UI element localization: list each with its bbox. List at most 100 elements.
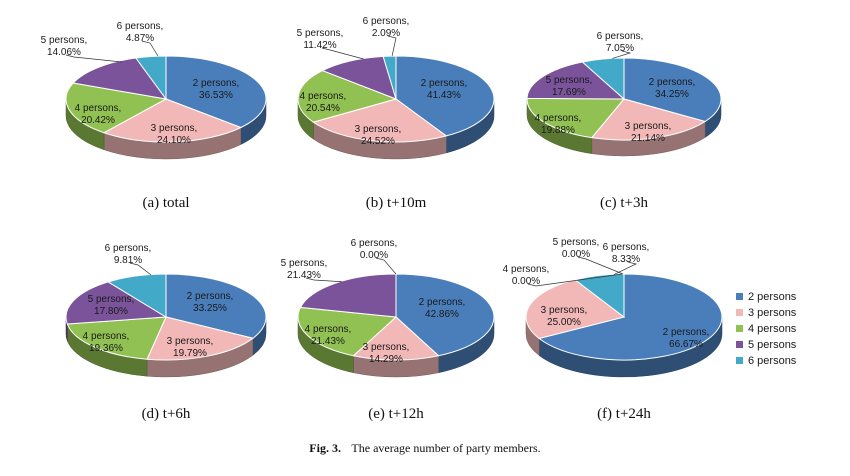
slice-value-5-persons: 11.42% — [303, 40, 336, 51]
slice-2-persons — [165, 55, 267, 129]
slice-3-persons — [525, 279, 626, 340]
leader-line-5-persons — [305, 277, 343, 283]
slice-label-6-persons: 6 persons, — [105, 243, 152, 254]
slice-label-5-persons: 5 persons, — [553, 237, 600, 248]
slice-label-4-persons: 4 persons, — [535, 113, 582, 124]
leader-line-5-persons — [65, 54, 123, 63]
slice-label-6-persons: 6 persons, — [351, 238, 398, 249]
slice-6-persons — [581, 57, 625, 101]
slice-2-persons — [395, 273, 495, 357]
slice-value-6-persons: 8.33% — [612, 254, 640, 265]
slice-3-persons — [146, 316, 255, 361]
slice-label-3-persons: 3 persons, — [625, 121, 672, 132]
slice-4-persons — [66, 316, 167, 360]
caption-text: The average number of party members. — [351, 441, 540, 455]
slice-4-persons — [297, 306, 398, 357]
slice-value-2-persons: 42.86% — [425, 309, 459, 320]
legend-swatch-5-persons — [736, 341, 743, 348]
slice-label-5-persons: 5 persons, — [297, 28, 344, 39]
slice-label-4-persons: 4 persons, — [305, 324, 352, 335]
leader-line-5-persons — [577, 256, 624, 275]
slice-label-4-persons: 4 persons, — [83, 331, 130, 342]
slice-5-persons — [65, 281, 168, 325]
slice-value-4-persons: 21.43% — [311, 336, 345, 347]
slice-value-3-persons: 14.29% — [369, 354, 403, 365]
slice-value-5-persons: 17.69% — [552, 87, 586, 98]
slice-value-5-persons: 21.43% — [287, 270, 321, 281]
chart-subtitle: (a) total — [142, 195, 189, 211]
slice-label-5-persons: 5 persons, — [546, 75, 593, 86]
slice-5-persons — [526, 61, 626, 100]
slice-label-3-persons: 3 persons, — [167, 336, 214, 347]
slice-3-persons — [102, 98, 243, 143]
slice-value-6-persons: 0.00% — [360, 250, 388, 261]
slice-3-persons — [312, 98, 448, 143]
figure-caption: Fig. 3. The average number of party memb… — [309, 439, 540, 456]
leader-line-6-persons — [129, 262, 152, 276]
legend-swatch-6-persons — [736, 357, 743, 364]
slice-label-3-persons: 3 persons, — [363, 342, 410, 353]
leader-line-4-persons — [527, 273, 623, 287]
pie-chart-2: 2 persons,41.43% 3 persons,24.52% 4 person… — [297, 16, 495, 211]
slice-2-persons — [537, 273, 723, 361]
chart-subtitle: (d) t+6h — [142, 406, 191, 422]
slice-label-6-persons: 6 persons, — [363, 16, 410, 27]
legend-swatch-4-persons — [736, 325, 743, 332]
slice-value-2-persons: 66.67% — [669, 339, 703, 350]
slice-6-persons — [382, 55, 397, 100]
pie-chart-3: 2 persons,34.25% 3 persons,21.14% 4 person… — [526, 31, 722, 211]
chart-subtitle: (c) t+3h — [600, 195, 649, 211]
slice-5-persons — [321, 55, 397, 100]
slice-6-persons — [134, 55, 167, 101]
slice-3-persons — [352, 316, 440, 361]
slice-label-2-persons: 2 persons, — [421, 78, 468, 89]
slice-label-3-persons: 3 persons, — [355, 124, 402, 135]
chart-subtitle: (e) t+12h — [368, 406, 424, 422]
leader-line-6-persons — [141, 40, 159, 57]
leader-line-6-persons — [612, 50, 632, 59]
slice-value-3-persons: 21.14% — [631, 133, 665, 144]
legend-item-6-persons: 6 persons — [748, 355, 797, 367]
slice-value-3-persons: 19.79% — [173, 348, 207, 359]
slice-label-4-persons: 4 persons, — [75, 103, 122, 114]
leader-line-5-persons — [321, 47, 364, 60]
leader-line-6-persons — [614, 261, 638, 275]
slice-value-5-persons: 17.80% — [94, 306, 128, 317]
slice-value-6-persons: 7.05% — [606, 43, 634, 54]
slice-2-persons — [395, 55, 495, 137]
slice-value-3-persons: 24.52% — [361, 136, 395, 147]
slice-label-5-persons: 5 persons, — [41, 35, 88, 46]
slice-value-3-persons: 25.00% — [547, 317, 581, 328]
slice-value-4-persons: 20.42% — [81, 115, 115, 126]
slice-label-2-persons: 2 persons, — [187, 291, 234, 302]
slice-value-4-persons: 19.88% — [541, 125, 575, 136]
legend-swatch-2-persons — [736, 293, 743, 300]
slice-label-3-persons: 3 persons, — [541, 305, 588, 316]
slice-label-3-persons: 3 persons, — [151, 123, 198, 134]
legend-item-4-persons: 4 persons — [748, 323, 797, 335]
chart-subtitle: (b) t+10m — [366, 195, 427, 211]
slice-4-persons — [526, 97, 626, 139]
slice-4-persons — [65, 82, 168, 134]
slice-value-2-persons: 33.25% — [193, 303, 227, 314]
caption-label: Fig. 3. — [309, 441, 341, 455]
slice-label-6-persons: 6 persons, — [603, 242, 650, 253]
pie-chart-1: 2 persons,36.53% 3 persons,24.10% 4 person… — [41, 21, 267, 211]
slice-5-persons — [299, 273, 397, 318]
slice-label-2-persons: 2 persons, — [193, 78, 240, 89]
slice-2-persons — [165, 273, 267, 339]
slice-label-5-persons: 5 persons, — [88, 294, 135, 305]
slice-label-5-persons: 5 persons, — [281, 258, 328, 269]
slice-label-4-persons: 4 persons, — [300, 91, 347, 102]
slice-6-persons — [106, 273, 167, 318]
pie-charts: 2 persons,36.53%3 persons,24.10%4 person… — [41, 16, 723, 422]
legend-swatch-3-persons — [736, 309, 743, 316]
slice-label-6-persons: 6 persons, — [117, 21, 164, 32]
slice-6-persons — [573, 273, 625, 319]
slice-3-persons — [590, 98, 707, 141]
slice-value-6-persons: 4.87% — [126, 33, 154, 44]
slice-value-6-persons: 9.81% — [114, 255, 142, 266]
slice-value-2-persons: 34.25% — [655, 89, 689, 100]
slice-4-persons — [297, 70, 398, 123]
